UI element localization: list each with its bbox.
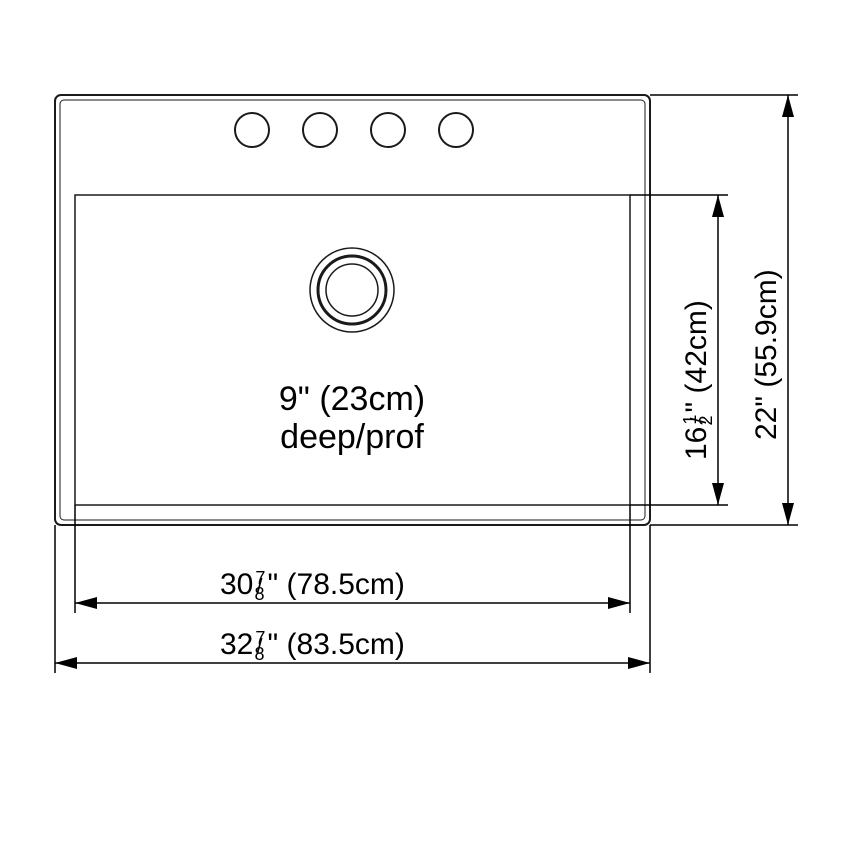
basin-outline: [75, 195, 630, 505]
sink-dimension-diagram: 9" (23cm)deep/prof 307/8" (78.5cm) 327/8" …: [0, 0, 860, 860]
drain-outer: [310, 248, 394, 332]
dim-label-outer-height: 22" (55.9cm): [750, 269, 783, 440]
arrowhead: [712, 195, 724, 217]
sink-outer-rim-inner: [60, 100, 645, 520]
sink-outer-rim: [55, 95, 650, 525]
faucet-hole-4: [439, 113, 473, 147]
drain-inner: [326, 264, 378, 316]
faucet-hole-3: [371, 113, 405, 147]
arrowhead: [712, 483, 724, 505]
dim-label-outer-width: 327/8" (83.5cm): [220, 628, 405, 664]
dim-label-inner-height: 161/2" (42cm): [680, 300, 716, 460]
arrowhead: [75, 597, 97, 609]
faucet-hole-1: [235, 113, 269, 147]
faucet-hole-2: [303, 113, 337, 147]
drain-mid: [318, 256, 386, 324]
depth-label-line2: deep/prof: [280, 418, 424, 456]
dim-label-inner-width: 307/8" (78.5cm): [220, 568, 405, 604]
arrowhead: [55, 657, 77, 669]
arrowhead: [782, 503, 794, 525]
arrowhead: [782, 95, 794, 117]
depth-label-line1: 9" (23cm): [279, 380, 425, 418]
arrowhead: [608, 597, 630, 609]
arrowhead: [628, 657, 650, 669]
